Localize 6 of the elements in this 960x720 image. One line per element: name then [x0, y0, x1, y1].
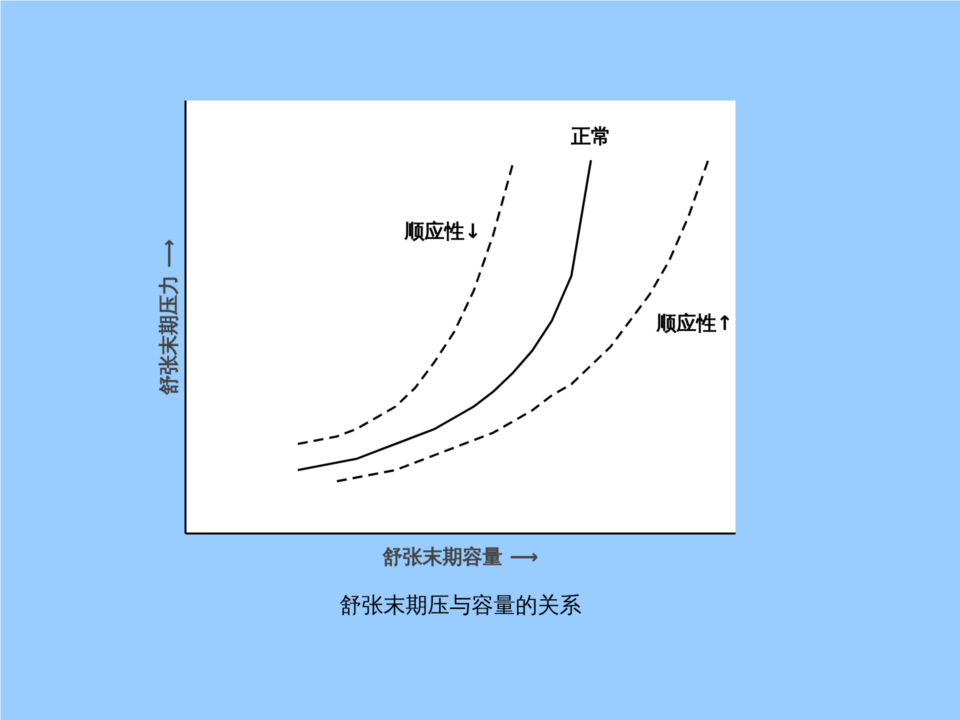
text: 舒张末期压与容量的关系 [340, 594, 582, 618]
series-label: 正常 [570, 124, 611, 148]
x-axis-title: 舒张末期容量 ⟶ [382, 544, 538, 568]
series-label: 顺应性↓ [403, 218, 482, 243]
y-axis-title: 舒张末期压力 ⟶ [156, 239, 180, 396]
series-label: 顺应性↑ [655, 311, 734, 336]
